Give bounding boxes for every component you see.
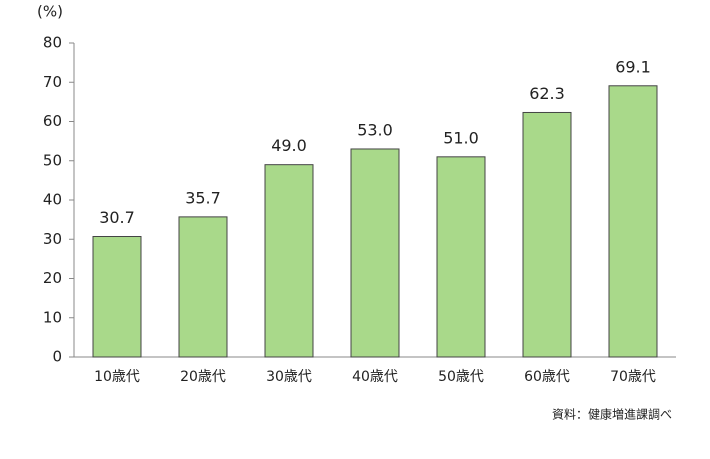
value-label: 49.0 xyxy=(271,136,307,155)
value-label: 35.7 xyxy=(185,188,221,207)
bar xyxy=(522,111,572,358)
unit-label: (%) xyxy=(37,3,63,21)
y-tick-label: 70 xyxy=(43,73,62,91)
value-label: 69.1 xyxy=(615,57,651,76)
x-tick-label: 40歳代 xyxy=(352,369,398,385)
bar xyxy=(264,164,314,358)
y-tick-label: 50 xyxy=(43,151,62,169)
y-tick-label: 60 xyxy=(43,112,62,130)
y-tick-label: 80 xyxy=(43,34,62,52)
x-tick-label: 50歳代 xyxy=(438,369,484,385)
y-tick-label: 40 xyxy=(43,191,62,209)
bar xyxy=(350,148,400,358)
y-tick-label: 10 xyxy=(43,308,62,326)
bar xyxy=(608,85,658,358)
bar xyxy=(436,156,486,358)
bar xyxy=(92,236,142,358)
y-tick-label: 0 xyxy=(52,348,62,366)
value-label: 30.7 xyxy=(99,208,135,227)
value-label: 53.0 xyxy=(357,120,393,139)
x-tick-label: 30歳代 xyxy=(266,369,312,385)
x-tick-label: 10歳代 xyxy=(94,369,140,385)
x-tick-label: 20歳代 xyxy=(180,369,226,385)
x-tick-label: 70歳代 xyxy=(610,369,656,385)
source-note: 資料：健康増進課調べ xyxy=(552,407,672,422)
y-tick-label: 20 xyxy=(43,269,62,287)
value-label: 62.3 xyxy=(529,84,565,103)
x-tick-label: 60歳代 xyxy=(524,369,570,385)
bar xyxy=(178,216,228,358)
value-label: 51.0 xyxy=(443,128,479,147)
y-tick-label: 30 xyxy=(43,230,62,248)
